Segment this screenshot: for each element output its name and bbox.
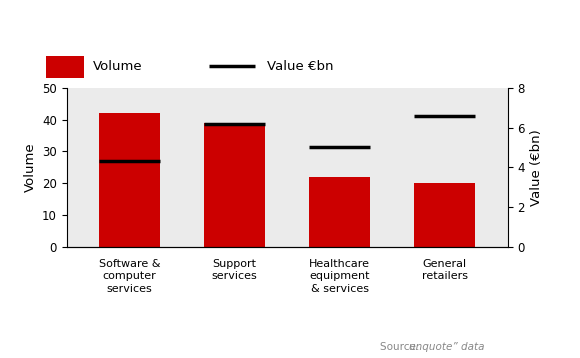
Y-axis label: Volume: Volume [24, 142, 37, 192]
Bar [414, 183, 475, 247]
Text: Source:: Source: [380, 342, 423, 352]
Text: Value €bn: Value €bn [267, 60, 334, 73]
Bar [99, 113, 160, 247]
Bar [204, 123, 265, 247]
Bar [309, 177, 370, 247]
FancyBboxPatch shape [46, 56, 84, 78]
Text: European exits by sector, year to date: European exits by sector, year to date [248, 17, 557, 32]
Text: unquote” data: unquote” data [409, 342, 485, 352]
Text: Volume: Volume [93, 60, 143, 73]
Y-axis label: Value (€bn): Value (€bn) [530, 129, 543, 206]
